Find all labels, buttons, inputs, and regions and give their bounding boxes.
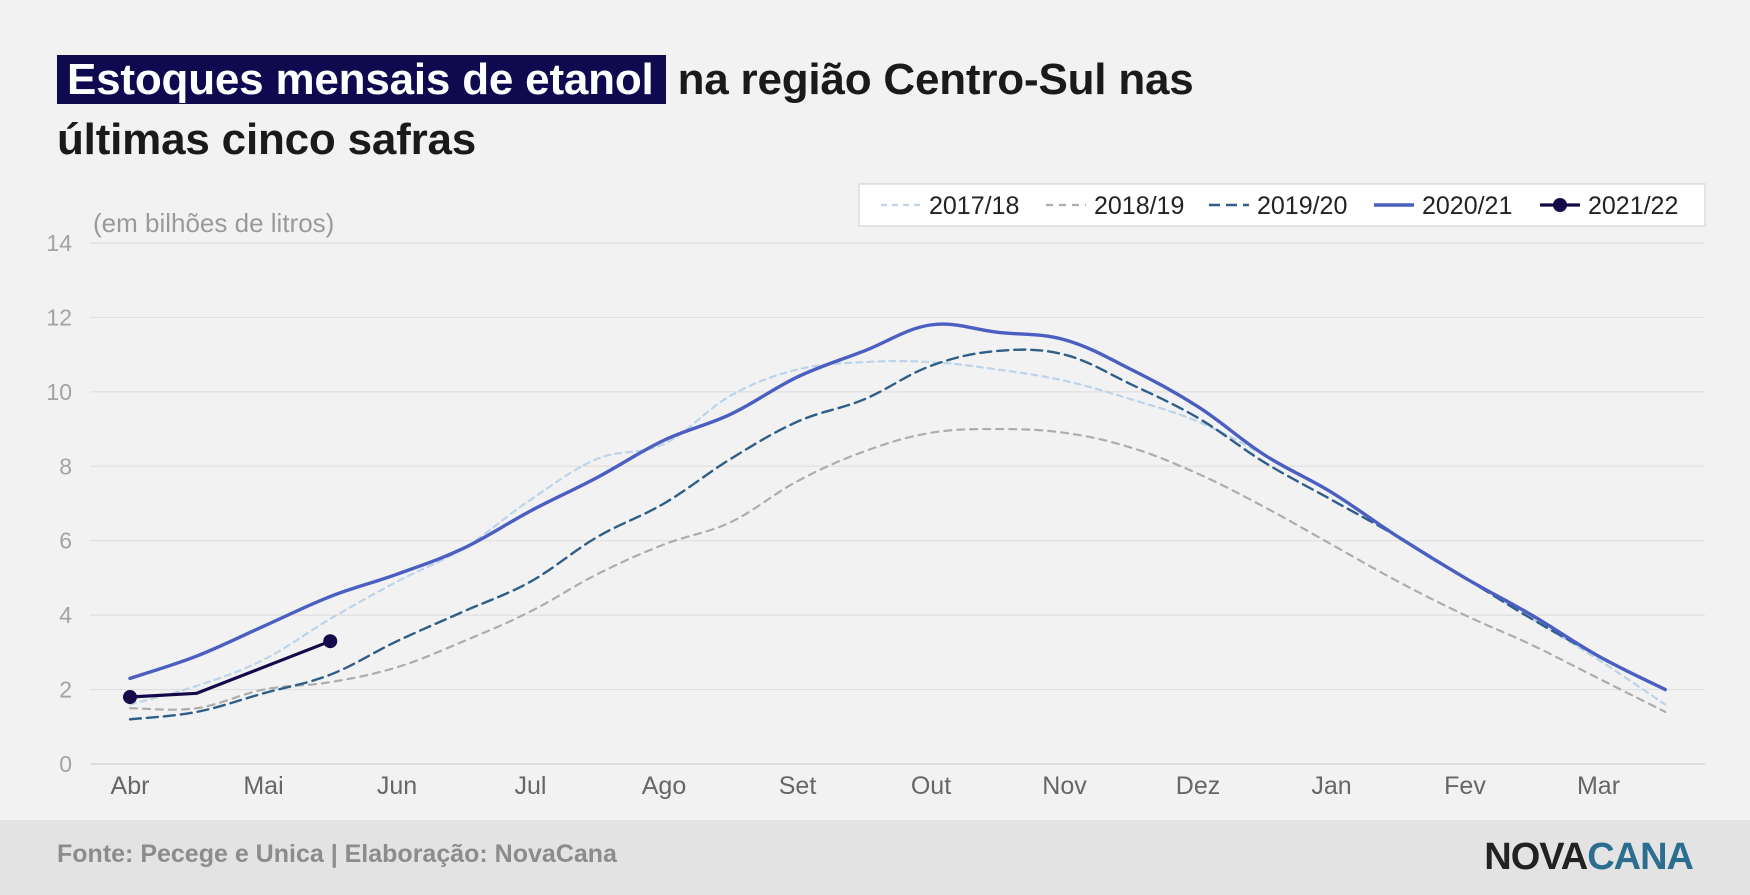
- x-tick-label-mai: Mai: [243, 772, 283, 800]
- chart-title: Estoques mensais de etanol na região Cen…: [57, 50, 1357, 170]
- x-tick-label-abr: Abr: [111, 772, 150, 800]
- x-tick-label-ago: Ago: [642, 772, 686, 800]
- chart-title-block: Estoques mensais de etanol na região Cen…: [57, 50, 1357, 170]
- grid-lines: [90, 242, 1705, 765]
- legend-label-2019-20: 2019/20: [1257, 192, 1347, 220]
- series-line-2020-21: [128, 322, 1667, 692]
- x-tick-label-out: Out: [911, 772, 951, 800]
- y-tick-label-12: 12: [46, 304, 72, 330]
- logo-part-cana: CANA: [1587, 836, 1694, 878]
- y-tick-label-10: 10: [46, 379, 72, 405]
- x-tick-label-dez: Dez: [1176, 772, 1220, 800]
- series-line-2018-19: [128, 427, 1667, 713]
- y-tick-label-0: 0: [59, 751, 72, 777]
- legend-label-2021-22: 2021/22: [1588, 192, 1678, 220]
- legend-label-2020-21: 2020/21: [1422, 192, 1512, 220]
- x-tick-label-jul: Jul: [515, 772, 547, 800]
- legend-marker-2021-22: [1553, 198, 1567, 212]
- chart-title-rest: na região Centro-Sul nas últimas cinco s…: [57, 55, 1194, 164]
- x-tick-label-set: Set: [779, 772, 817, 800]
- y-tick-labels: 0 2 4 6 8 10 12 14: [46, 230, 72, 777]
- y-tick-label-14: 14: [46, 230, 72, 256]
- x-tick-label-jan: Jan: [1311, 772, 1351, 800]
- x-tick-label-fev: Fev: [1444, 772, 1486, 800]
- series-line-2019-20: [128, 348, 1667, 721]
- legend-label-2018-19: 2018/19: [1094, 192, 1184, 220]
- legend: 2017/18 2018/19 2019/20 2020/21 2021/22: [858, 183, 1706, 227]
- series-point-2021-22-0: [123, 690, 137, 705]
- y-axis-label: (em bilhões de litros): [93, 208, 334, 238]
- x-tick-label-jun: Jun: [377, 772, 417, 800]
- x-tick-label-mar: Mar: [1577, 772, 1620, 800]
- x-tick-labels: Abr Mai Jun Jul Ago Set Out Nov Dez Jan Fev Mar: [111, 772, 1620, 800]
- novacana-logo: NOVACANA: [1484, 836, 1694, 879]
- source-text: Fonte: Pecege e Unica | Elaboração: Nova…: [57, 840, 617, 868]
- y-tick-label-4: 4: [59, 602, 72, 628]
- legend-label-2017-18: 2017/18: [929, 192, 1019, 220]
- footer: Fonte: Pecege e Unica | Elaboração: Nova…: [0, 820, 1750, 895]
- logo-part-nova: NOVA: [1484, 836, 1588, 878]
- series-line-2017-18: [128, 359, 1667, 706]
- chart-title-highlight: Estoques mensais de etanol: [57, 55, 666, 104]
- y-tick-label-6: 6: [59, 528, 72, 554]
- series-point-2021-22-1: [323, 634, 338, 649]
- x-tick-label-nov: Nov: [1042, 772, 1087, 800]
- series-line-2021-22: [128, 639, 332, 699]
- y-tick-label-8: 8: [59, 453, 72, 479]
- series-lines: [123, 322, 1667, 721]
- y-tick-label-2: 2: [59, 677, 72, 703]
